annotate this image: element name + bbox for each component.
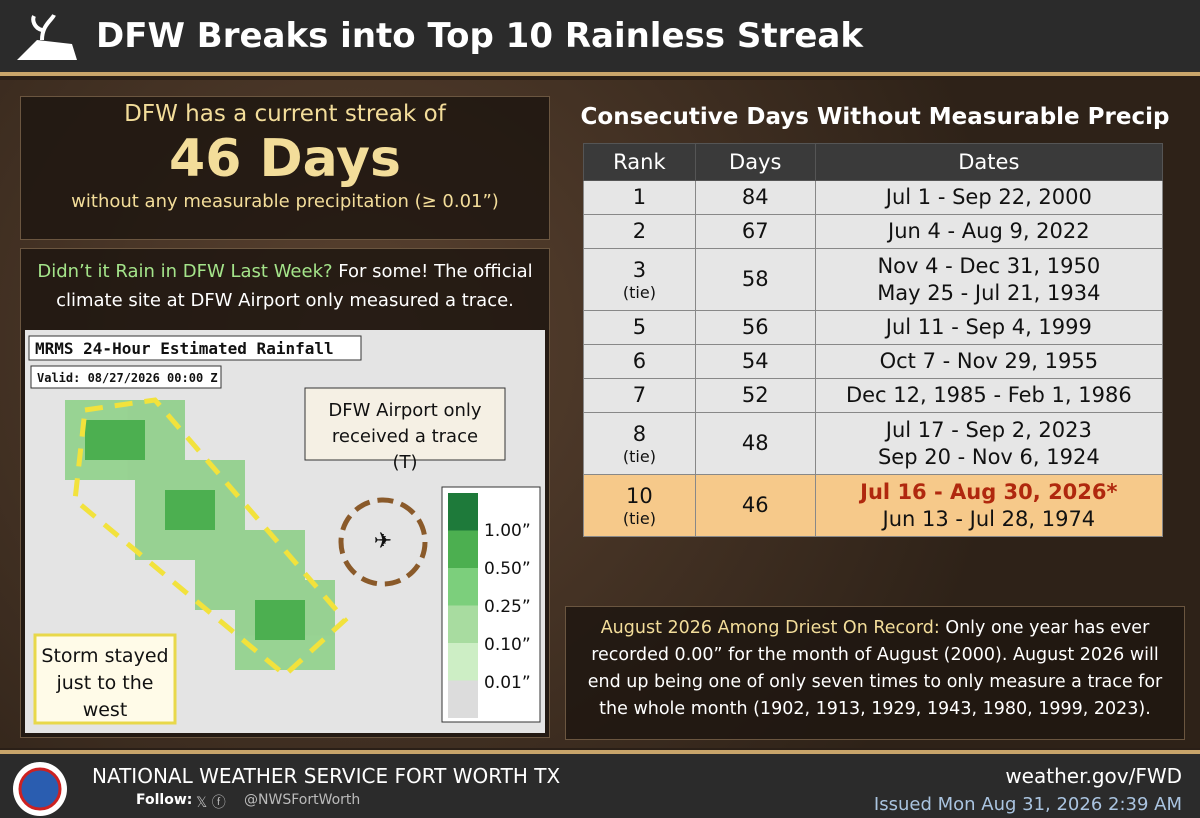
- dates-cell: Jul 1 - Sep 22, 2000: [814, 180, 1164, 215]
- last-week-lead: Didn’t it Rain in DFW Last Week?: [37, 261, 333, 282]
- table-row: 3 (tie) 58 Nov 4 - Dec 31, 1950 May 25 - Jul…: [583, 248, 1164, 311]
- issued: Issued Mon Aug 31, 2026 2:39 AM: [873, 794, 1182, 815]
- airport-callout: DFW Airport only received a trace (T): [328, 400, 481, 473]
- logo-icon: [17, 14, 77, 60]
- days: 58: [694, 248, 816, 311]
- table-row: 8 (tie) 48 Jul 17 - Sep 2, 2023 Sep 20 - Nov…: [583, 412, 1164, 475]
- map-title: MRMS 24-Hour Estimated Rainfall: [35, 339, 334, 358]
- table-row: 10 (tie) 46 Jul 16 - Aug 30, 2026* Jun 13 - …: [583, 474, 1164, 537]
- streak-headline: 46 Days: [169, 129, 401, 189]
- streak-note: without any measurable precipitation (≥ …: [71, 191, 499, 212]
- date-range: Oct 7 - Nov 29, 1955: [879, 349, 1099, 373]
- august-text: Only one year has ever recorded 0.00” fo…: [587, 618, 1163, 719]
- streak-panel: DFW has a current streak of 46 Days with…: [20, 96, 550, 240]
- rank-cell: 8 (tie): [583, 412, 696, 475]
- august-lead: August 2026 Among Driest On Record:: [600, 618, 940, 638]
- date-range: Jul 16 - Aug 30, 2026*: [860, 479, 1118, 504]
- table-row: 1 84 Jul 1 - Sep 22, 2000: [583, 180, 1164, 215]
- svg-text:✈: ✈: [374, 529, 392, 554]
- legend-swatch: [448, 605, 478, 643]
- streak-intro: DFW has a current streak of: [124, 101, 446, 127]
- date-range: May 25 - Jul 21, 1934: [877, 280, 1101, 305]
- streak-table: Rank Days Dates 1 84 Jul 1 - Sep 22, 2000 2 67 J…: [583, 143, 1164, 537]
- follow-label: Follow:: [136, 792, 193, 808]
- rank-cell: 3 (tie): [583, 248, 696, 311]
- dates-cell: Jul 11 - Sep 4, 1999: [814, 310, 1164, 345]
- days: 54: [694, 344, 816, 379]
- date-range: Jul 17 - Sep 2, 2023: [885, 417, 1092, 442]
- legend-label: 0.50”: [484, 559, 531, 579]
- social-icons: 𝕏 ⓕ: [196, 795, 226, 811]
- date-range: Jul 11 - Sep 4, 1999: [885, 315, 1092, 339]
- august-panel: August 2026 Among Driest On Record: Only…: [565, 606, 1185, 740]
- storm-callout: Storm stayed just to the west: [41, 645, 168, 721]
- legend-label: 0.01”: [484, 673, 531, 693]
- dates-cell: Dec 12, 1985 - Feb 1, 1986: [814, 378, 1164, 413]
- legend-swatch: [448, 680, 478, 718]
- legend-swatch: [448, 530, 478, 568]
- table-row: 7 52 Dec 12, 1985 - Feb 1, 1986: [583, 378, 1164, 413]
- legend-label: 0.10”: [484, 635, 531, 655]
- rank-cell: 1: [583, 180, 696, 215]
- days: 46: [694, 474, 816, 537]
- table-title: Consecutive Days Without Measurable Prec…: [580, 104, 1170, 130]
- title: DFW Breaks into Top 10 Rainless Streak: [96, 16, 863, 56]
- legend-swatch: [448, 568, 478, 606]
- rank-cell: 6: [583, 344, 696, 379]
- column-header: Days: [694, 143, 816, 181]
- days: 48: [694, 412, 816, 475]
- dates-cell: Nov 4 - Dec 31, 1950 May 25 - Jul 21, 193…: [814, 248, 1164, 311]
- date-range: Jun 13 - Jul 28, 1974: [882, 506, 1096, 531]
- rank-note: (tie): [622, 283, 656, 302]
- map-valid: Valid: 08/27/2026 00:00 Z: [37, 371, 218, 385]
- rank: 2: [632, 219, 647, 243]
- footer: NATIONAL WEATHER SERVICE FORT WORTH TX F…: [0, 750, 1200, 818]
- rank: 6: [632, 349, 647, 373]
- column-header: Rank: [583, 143, 696, 181]
- rank-cell: 10 (tie): [583, 474, 696, 537]
- rank: 10: [626, 484, 653, 508]
- table-row: 2 67 Jun 4 - Aug 9, 2022: [583, 214, 1164, 249]
- date-range: Jul 1 - Sep 22, 2000: [885, 185, 1092, 209]
- legend-swatch: [448, 493, 478, 531]
- legend-label: 0.25”: [484, 597, 531, 617]
- legend-label: 1.00”: [484, 521, 531, 541]
- days: 67: [694, 214, 816, 249]
- table-row: 5 56 Jul 11 - Sep 4, 1999: [583, 310, 1164, 345]
- column-header: Dates: [814, 143, 1164, 181]
- days: 84: [694, 180, 816, 215]
- date-range: Jun 4 - Aug 9, 2022: [888, 219, 1090, 243]
- rank-cell: 2: [583, 214, 696, 249]
- days: 56: [694, 310, 816, 345]
- table-row: 6 54 Oct 7 - Nov 29, 1955: [583, 344, 1164, 379]
- rainfall-map: ✈ MRMS 24-Hour Estimated Rainfall Valid:…: [25, 330, 545, 733]
- website: weather.gov/FWD: [1005, 764, 1182, 788]
- rank: 7: [632, 383, 647, 407]
- rank-cell: 7: [583, 378, 696, 413]
- date-range: Nov 4 - Dec 31, 1950: [877, 253, 1101, 278]
- rank: 3: [632, 258, 647, 282]
- date-range: Dec 12, 1985 - Feb 1, 1986: [845, 383, 1132, 407]
- office: NATIONAL WEATHER SERVICE FORT WORTH TX: [92, 764, 561, 788]
- rank: 1: [632, 185, 647, 209]
- rank: 8: [632, 422, 647, 446]
- handle: @NWSFortWorth: [244, 792, 361, 808]
- nws-logo: [13, 762, 67, 816]
- dates-cell: Jun 4 - Aug 9, 2022: [814, 214, 1164, 249]
- rank-note: (tie): [622, 509, 656, 528]
- days: 52: [694, 378, 816, 413]
- dates-cell: Oct 7 - Nov 29, 1955: [814, 344, 1164, 379]
- dates-cell: Jul 16 - Aug 30, 2026* Jun 13 - Jul 28, 1…: [814, 474, 1164, 537]
- header: DFW Breaks into Top 10 Rainless Streak: [0, 0, 1200, 76]
- rank-note: (tie): [622, 447, 656, 466]
- dates-cell: Jul 17 - Sep 2, 2023 Sep 20 - Nov 6, 1924: [814, 412, 1164, 475]
- rank: 5: [632, 315, 647, 339]
- legend-swatch: [448, 643, 478, 681]
- rank-cell: 5: [583, 310, 696, 345]
- date-range: Sep 20 - Nov 6, 1924: [877, 444, 1100, 469]
- last-week-text: For some! The official climate site at D…: [56, 261, 533, 311]
